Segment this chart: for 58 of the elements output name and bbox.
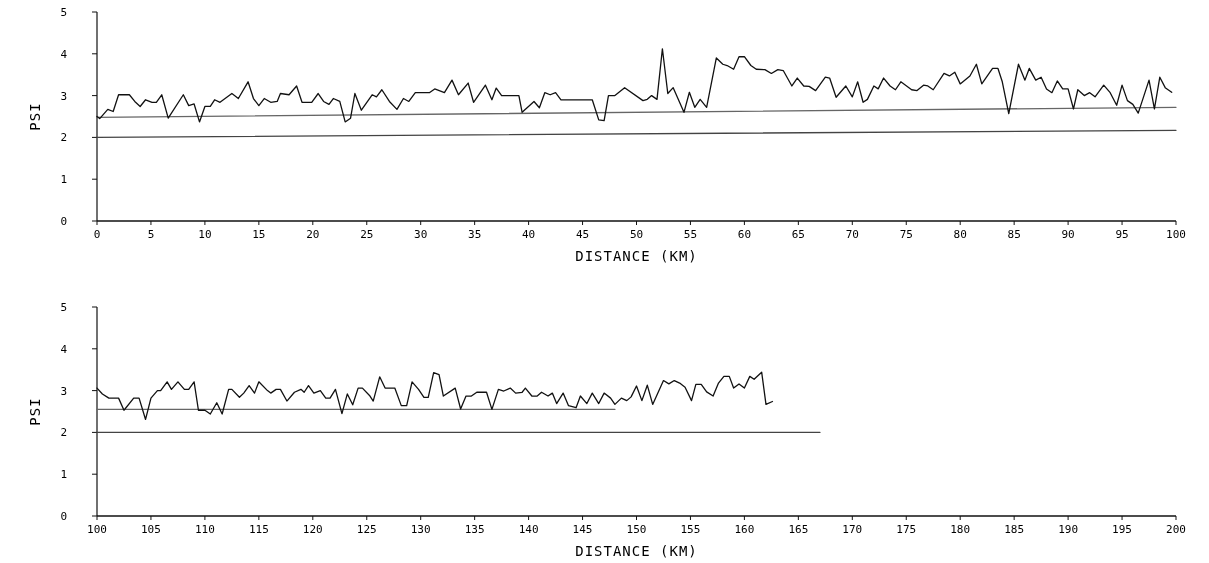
x-tick-label: 115 — [248, 523, 269, 536]
x-tick-label: 60 — [737, 228, 752, 241]
y-tick-label: 1 — [60, 468, 67, 482]
x-tick-label: 40 — [521, 228, 536, 241]
x-tick-label: 45 — [575, 228, 590, 241]
x-tick-label: 90 — [1061, 228, 1075, 241]
x-axis-title: DISTANCE (KM) — [575, 543, 698, 559]
x-tick-label: 35 — [468, 228, 482, 241]
y-tick-label: 3 — [60, 89, 67, 103]
x-tick-label: 65 — [791, 228, 805, 241]
x-tick-label: 30 — [414, 228, 428, 241]
x-tick-label: 75 — [899, 228, 913, 241]
x-tick-label: 95 — [1115, 228, 1129, 241]
x-tick-label: 0 — [93, 228, 101, 241]
x-tick-label: 160 — [734, 523, 755, 536]
x-tick-label: 50 — [629, 228, 644, 241]
y-tick-label: 5 — [60, 301, 67, 314]
y-tick-label: 2 — [60, 426, 67, 440]
x-tick-label: 165 — [788, 523, 809, 536]
y-tick-label: 1 — [60, 173, 67, 187]
x-tick-label: 120 — [302, 523, 323, 536]
y-tick-label: 2 — [60, 131, 67, 145]
y-tick-label: 4 — [60, 342, 68, 356]
x-tick-label: 135 — [464, 523, 485, 536]
x-tick-label: 195 — [1112, 523, 1132, 536]
x-tick-label: 85 — [1007, 228, 1021, 241]
y-axis-title: PSI — [27, 397, 43, 426]
x-tick-label: 100 — [1166, 228, 1186, 241]
x-tick-label: 10 — [198, 228, 212, 241]
x-tick-label: 80 — [953, 228, 967, 241]
x-tick-label: 185 — [1004, 523, 1025, 536]
x-tick-label: 190 — [1058, 523, 1079, 536]
x-tick-label: 145 — [572, 523, 593, 536]
x-tick-label: 125 — [356, 523, 377, 536]
y-tick-label: 4 — [60, 47, 68, 61]
y-tick-label: 0 — [60, 215, 67, 228]
x-tick-label: 155 — [680, 523, 701, 536]
x-tick-label: 55 — [683, 228, 698, 241]
y-axis-title: PSI — [27, 102, 43, 131]
x-tick-label: 110 — [194, 523, 215, 536]
x-tick-label: 130 — [410, 523, 431, 536]
x-tick-label: 5 — [147, 228, 155, 241]
x-tick-label: 200 — [1166, 523, 1186, 536]
y-tick-label: 5 — [60, 6, 67, 19]
y-tick-label: 0 — [60, 510, 67, 523]
x-tick-label: 180 — [950, 523, 971, 536]
x-axis-title: DISTANCE (KM) — [575, 248, 698, 264]
y-tick-label: 3 — [60, 384, 67, 398]
x-tick-label: 100 — [87, 523, 107, 536]
x-tick-label: 170 — [842, 523, 863, 536]
x-tick-label: 150 — [626, 523, 647, 536]
x-tick-label: 140 — [518, 523, 539, 536]
x-tick-label: 105 — [141, 523, 161, 536]
x-tick-label: 20 — [306, 228, 320, 241]
x-tick-label: 15 — [252, 228, 266, 241]
x-tick-label: 175 — [896, 523, 917, 536]
x-tick-label: 70 — [845, 228, 859, 241]
x-tick-label: 25 — [360, 228, 374, 241]
